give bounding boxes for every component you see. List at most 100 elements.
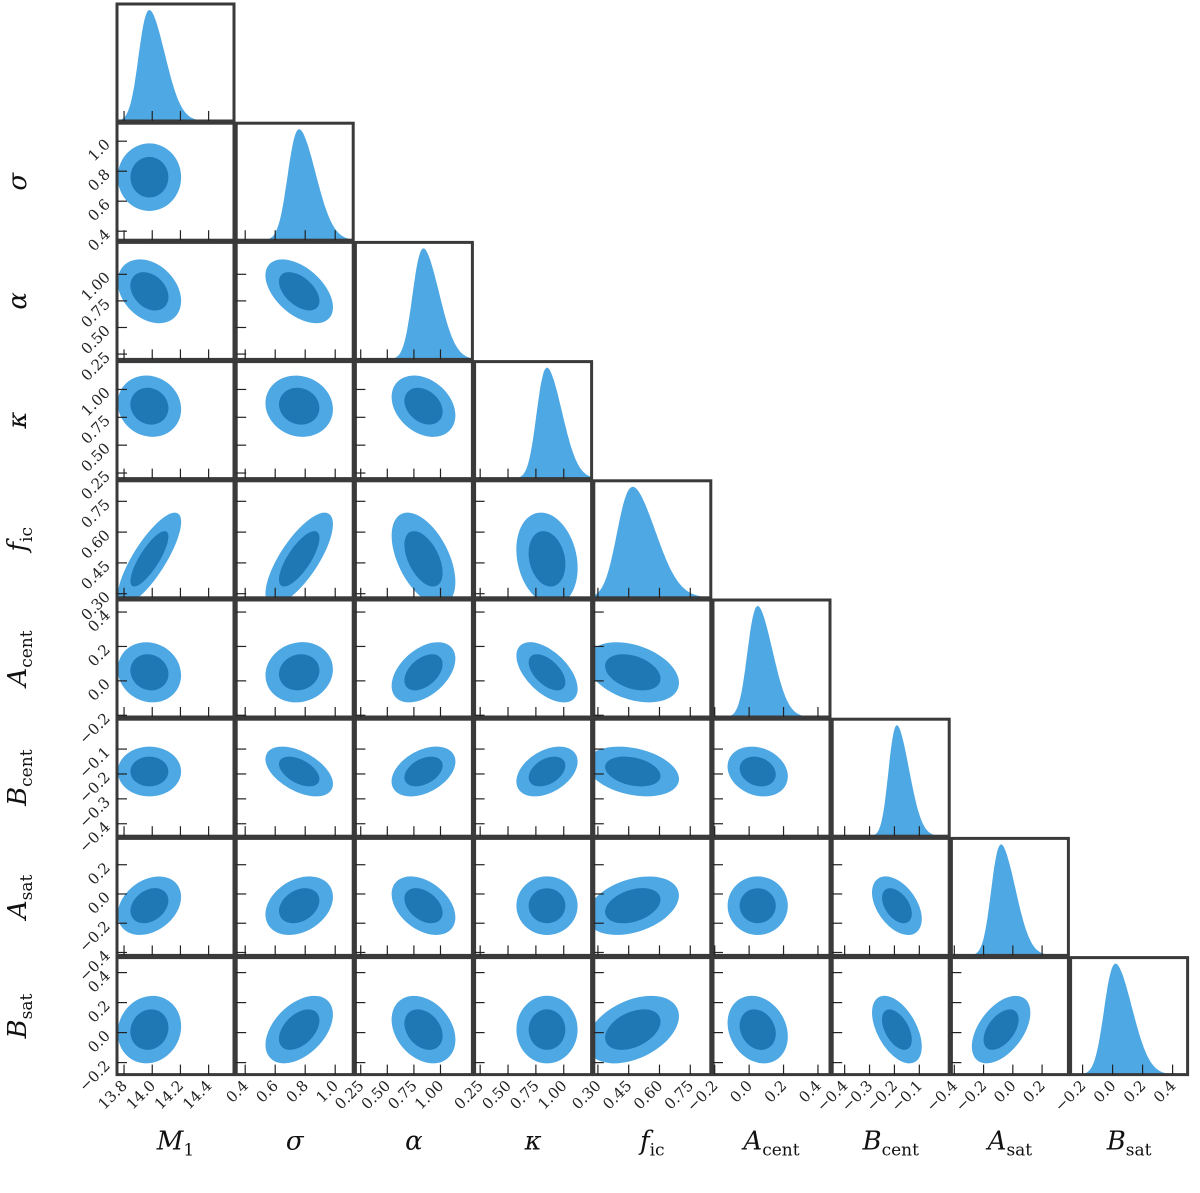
y-axis-label-alpha: α bbox=[3, 292, 33, 310]
panel-frame bbox=[115, 717, 236, 838]
marginal-density-M1 bbox=[117, 10, 234, 121]
contour-inner-B_sat-A_sat bbox=[983, 1009, 1019, 1050]
contour-inner-B_sat-f_ic bbox=[605, 1009, 661, 1050]
panel-frame bbox=[592, 598, 713, 719]
y-tick-label: 0.60 bbox=[77, 526, 113, 562]
panel-A_sat-A_cent bbox=[711, 836, 832, 957]
panel-frame bbox=[473, 598, 594, 719]
y-axis-label-f_ic: fic bbox=[3, 527, 37, 554]
y-axis-label-A_sat: Asat bbox=[3, 875, 37, 922]
x-tick-label: 0.60 bbox=[630, 1077, 666, 1113]
y-axis-label-B_cent: Bcent bbox=[3, 749, 37, 807]
x-tick-label: 0.2 bbox=[761, 1077, 791, 1107]
x-tick-label: 14.4 bbox=[179, 1077, 215, 1113]
panel-kappa-kappa bbox=[473, 360, 594, 481]
y-tick-label: 0.2 bbox=[84, 859, 114, 889]
panel-A_sat-f_ic bbox=[592, 836, 713, 957]
panel-sigma-M1 bbox=[115, 121, 236, 242]
panel-frame bbox=[830, 717, 951, 838]
x-axis-label-kappa: κ bbox=[524, 1127, 542, 1157]
panel-B_sat-kappa bbox=[473, 956, 594, 1077]
contour-inner-A_sat-f_ic bbox=[605, 888, 661, 924]
contour-inner-B_cent-alpha bbox=[404, 756, 443, 787]
x-tick-label: 0.4 bbox=[1150, 1077, 1180, 1107]
panel-frame bbox=[234, 479, 355, 600]
contour-inner-A_cent-f_ic bbox=[605, 654, 661, 691]
x-tick-label: 0.50 bbox=[479, 1077, 515, 1113]
panel-A_sat-B_cent bbox=[830, 836, 951, 957]
panel-B_cent-f_ic bbox=[592, 717, 713, 838]
x-tick-label: −0.4 bbox=[923, 1077, 961, 1115]
marginal-density-sigma bbox=[258, 129, 354, 241]
panel-frame bbox=[949, 956, 1070, 1077]
y-axis-label-B_sat: Bsat bbox=[3, 994, 37, 1040]
y-tick-label: 0.75 bbox=[77, 295, 113, 331]
marginal-density-kappa bbox=[474, 367, 592, 479]
y-tick-label: 0.0 bbox=[84, 888, 114, 918]
panel-A_sat-sigma bbox=[234, 836, 355, 957]
panel-frame bbox=[234, 360, 355, 481]
panel-B_sat-A_cent bbox=[711, 956, 832, 1077]
contour-inner-A_sat-sigma bbox=[278, 888, 320, 924]
x-axis-label-M1: M1 bbox=[156, 1127, 194, 1161]
x-tick-label: 0.45 bbox=[599, 1077, 635, 1113]
panel-alpha-M1 bbox=[115, 240, 236, 361]
y-tick-label: 1.00 bbox=[77, 384, 113, 420]
contour-inner-A_sat-M1 bbox=[130, 888, 169, 924]
y-axis-label-sigma: σ bbox=[3, 172, 33, 191]
contour-inner-A_cent-sigma bbox=[278, 654, 320, 691]
panel-frame bbox=[830, 836, 951, 957]
y-axis-label-kappa: κ bbox=[3, 412, 33, 430]
panel-A_cent-sigma bbox=[234, 598, 355, 719]
panel-frame bbox=[830, 956, 951, 1077]
marginal-density-alpha bbox=[355, 248, 473, 360]
panel-frame bbox=[234, 836, 355, 957]
contour-inner-B_sat-alpha bbox=[404, 1009, 443, 1050]
panel-frame bbox=[473, 479, 594, 600]
x-tick-label: 0.0 bbox=[726, 1077, 756, 1107]
y-tick-label: 0.25 bbox=[77, 348, 113, 384]
panel-frame bbox=[473, 956, 594, 1077]
panel-frame bbox=[115, 121, 236, 242]
marginal-density-B_cent bbox=[832, 725, 950, 837]
y-axis-label-A_cent: Acent bbox=[3, 630, 37, 688]
y-tick-label: 0.0 bbox=[84, 675, 114, 705]
panel-B_sat-M1 bbox=[115, 956, 236, 1077]
contour-inner-B_cent-M1 bbox=[130, 756, 169, 787]
panel-frame bbox=[115, 598, 236, 719]
contour-inner-B_sat-kappa bbox=[528, 1009, 566, 1050]
panel-A_cent-f_ic bbox=[592, 598, 713, 719]
x-axis-label-B_cent: Bcent bbox=[861, 1127, 919, 1161]
marginal-density-B_sat bbox=[1070, 963, 1188, 1075]
x-tick-label: 0.8 bbox=[282, 1077, 312, 1107]
y-tick-label: 0.45 bbox=[77, 557, 113, 593]
x-tick-label: 0.2 bbox=[1019, 1077, 1049, 1107]
panel-f_ic-f_ic bbox=[592, 479, 713, 600]
panel-frame bbox=[473, 360, 594, 481]
panel-frame bbox=[711, 836, 832, 957]
contour-inner-kappa-M1 bbox=[130, 387, 169, 425]
y-tick-label: 0.25 bbox=[77, 467, 113, 503]
panel-B_sat-f_ic bbox=[592, 956, 713, 1077]
panel-M1-M1 bbox=[115, 2, 236, 123]
x-axis-label-A_sat: Asat bbox=[986, 1127, 1033, 1161]
contour-inner-f_ic-kappa bbox=[528, 531, 566, 587]
x-tick-label: 0.6 bbox=[252, 1077, 282, 1107]
panel-frame bbox=[234, 956, 355, 1077]
panel-frame bbox=[115, 2, 236, 123]
x-tick-label: −0.2 bbox=[952, 1077, 990, 1115]
x-axis-label-sigma: σ bbox=[286, 1127, 305, 1157]
contour-inner-f_ic-sigma bbox=[278, 531, 320, 587]
panel-A_cent-M1 bbox=[115, 598, 236, 719]
x-tick-label: 0.0 bbox=[990, 1077, 1020, 1107]
panel-frame bbox=[115, 836, 236, 957]
panel-frame bbox=[1069, 956, 1190, 1077]
panel-f_ic-sigma bbox=[234, 479, 355, 600]
x-tick-label: 0.0 bbox=[1090, 1077, 1120, 1107]
contour-inner-B_cent-kappa bbox=[528, 756, 566, 787]
x-tick-label: 0.2 bbox=[1120, 1077, 1150, 1107]
panel-frame bbox=[711, 717, 832, 838]
panel-kappa-M1 bbox=[115, 360, 236, 481]
panel-A_cent-kappa bbox=[473, 598, 594, 719]
marginal-density-A_sat bbox=[951, 844, 1069, 956]
